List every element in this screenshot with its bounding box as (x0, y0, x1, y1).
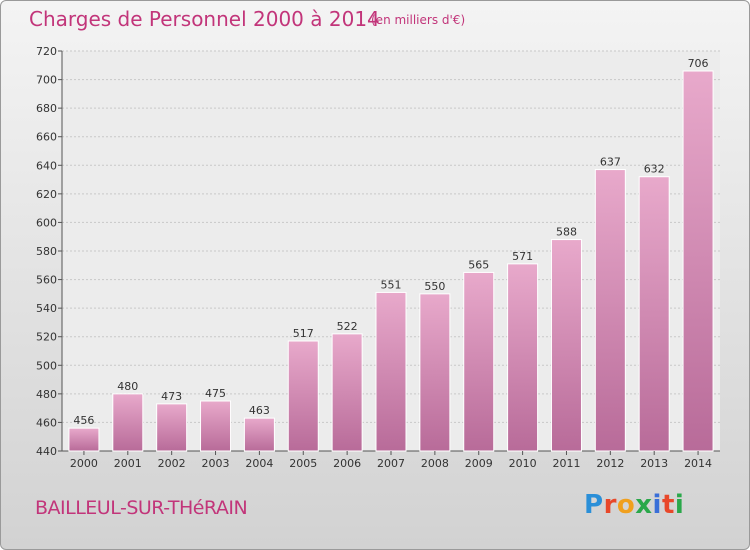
x-tick-label: 2000 (70, 457, 98, 470)
y-tick-label: 560 (36, 274, 57, 287)
x-tick-label: 2002 (158, 457, 186, 470)
y-tick-label: 520 (36, 331, 57, 344)
bar-value-label: 551 (381, 278, 402, 291)
y-tick-label: 540 (36, 302, 57, 315)
bar-value-label: 565 (468, 258, 489, 271)
bar-value-label: 475 (205, 387, 226, 400)
bar-value-label: 456 (73, 414, 94, 427)
x-tick-label: 2012 (596, 457, 624, 470)
proxiti-logo: Proxiti (584, 490, 684, 520)
x-tick-label: 2008 (421, 457, 449, 470)
bar (331, 333, 363, 452)
bar-value-label: 571 (512, 250, 533, 263)
logo-letter: r (603, 490, 617, 520)
logo-letter: o (616, 490, 636, 520)
logo-letter: i (674, 490, 685, 520)
logo-letter: t (661, 490, 675, 520)
x-tick-label: 2005 (289, 457, 317, 470)
bar (507, 263, 539, 452)
bar (375, 291, 407, 452)
bar (156, 403, 188, 452)
bar (112, 393, 144, 452)
bar (463, 271, 495, 452)
y-tick-label: 700 (36, 74, 57, 87)
bar (682, 70, 714, 452)
y-tick-label: 580 (36, 245, 57, 258)
chart-subtitle: (en milliers d'€) (371, 13, 466, 27)
bar (594, 169, 626, 452)
y-tick-label: 480 (36, 388, 57, 401)
y-tick-label: 600 (36, 216, 57, 229)
bar (200, 400, 232, 452)
bar-value-label: 632 (644, 163, 665, 176)
bar (419, 293, 451, 452)
bar-value-label: 588 (556, 226, 577, 239)
x-tick-label: 2011 (552, 457, 580, 470)
bar (287, 340, 319, 452)
y-tick-label: 460 (36, 416, 57, 429)
y-tick-label: 720 (36, 45, 57, 58)
bar (243, 417, 275, 452)
logo-letter: P (584, 490, 604, 520)
bar (68, 427, 100, 452)
y-tick-label: 680 (36, 102, 57, 115)
bar (638, 176, 670, 452)
x-tick-label: 2009 (465, 457, 493, 470)
y-tick-label: 640 (36, 159, 57, 172)
x-tick-label: 2004 (245, 457, 273, 470)
commune-name: BAILLEUL-SUR-THéRAIN (35, 497, 248, 519)
bar-value-label: 522 (337, 320, 358, 333)
y-tick-label: 660 (36, 131, 57, 144)
bar-value-label: 480 (117, 380, 138, 393)
logo-letter: x (635, 490, 653, 520)
y-tick-label: 500 (36, 359, 57, 372)
x-tick-label: 2010 (509, 457, 537, 470)
bar-value-label: 706 (688, 57, 709, 70)
bar-value-label: 473 (161, 390, 182, 403)
x-tick-label: 2014 (684, 457, 712, 470)
bar-value-label: 637 (600, 156, 621, 169)
chart-title: Charges de Personnel 2000 à 2014 (29, 7, 380, 31)
x-tick-label: 2007 (377, 457, 405, 470)
bar-value-label: 463 (249, 404, 270, 417)
x-tick-label: 2006 (333, 457, 361, 470)
y-tick-label: 440 (36, 445, 57, 458)
logo-letter: i (652, 490, 662, 520)
x-tick-label: 2003 (202, 457, 230, 470)
bar-value-label: 550 (424, 280, 445, 293)
x-tick-label: 2001 (114, 457, 142, 470)
bar (550, 239, 582, 452)
bar-value-label: 517 (293, 327, 314, 340)
x-tick-label: 2013 (640, 457, 668, 470)
y-tick-label: 620 (36, 188, 57, 201)
